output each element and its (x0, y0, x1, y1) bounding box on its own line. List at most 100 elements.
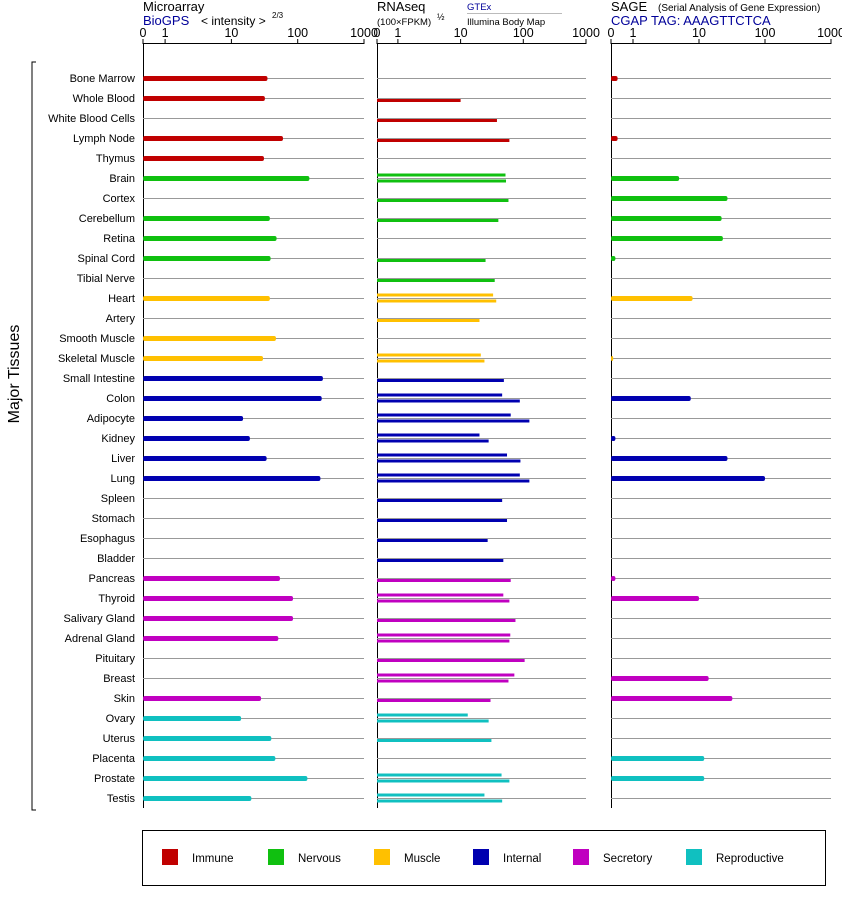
sage-bar (611, 476, 765, 481)
rnaseq-bar (377, 739, 492, 742)
tissue-label: Artery (106, 313, 136, 325)
tissue-bracket (31, 61, 36, 811)
tissue-label: Whole Blood (73, 93, 135, 105)
rnaseq-bar (377, 719, 489, 723)
rnaseq-bar (377, 599, 510, 603)
tissue-label: Spleen (101, 493, 135, 505)
microarray-tick-label: 10 (224, 26, 238, 40)
rnaseq-bar (377, 419, 530, 423)
cgap-tag-link[interactable]: CGAP TAG: AAAGTTCTCA (611, 13, 771, 28)
rnaseq-bar (377, 199, 509, 202)
legend-item-muscle: Muscle (374, 849, 440, 865)
rnaseq-bar (377, 639, 510, 643)
tissue-label: Bone Marrow (70, 73, 135, 85)
rnaseq-bar (377, 453, 508, 457)
sage-bar (611, 696, 733, 701)
rnaseq-bar (377, 413, 511, 417)
rnaseq-tick-label: 0 (374, 26, 381, 40)
rnaseq-bar (377, 433, 480, 437)
legend-label: Reproductive (716, 853, 784, 865)
tissue-label: Kidney (101, 433, 135, 445)
microarray-tick-label: 1 (162, 26, 169, 40)
microarray-bar (143, 176, 310, 181)
rnaseq-bar (377, 139, 510, 142)
sage-bar (611, 756, 705, 761)
rnaseq-scale: (100×FPKM) (377, 17, 431, 28)
illumina-label: Illumina Body Map (467, 17, 545, 28)
microarray-bar (143, 776, 308, 781)
tissue-label: White Blood Cells (48, 113, 135, 125)
rnaseq-bar (377, 219, 499, 222)
microarray-bar (143, 236, 277, 241)
rnaseq-bar (377, 779, 510, 783)
tissue-label: Bladder (97, 553, 135, 565)
rnaseq-bar (377, 393, 503, 397)
sage-bar (611, 176, 680, 181)
rnaseq-bar (377, 279, 495, 282)
rnaseq-tick-label: 10 (454, 26, 468, 40)
microarray-bar (143, 736, 272, 741)
tissue-label: Breast (103, 673, 135, 685)
microarray-bar (143, 416, 244, 421)
rnaseq-bar (377, 699, 491, 702)
sage-bar (611, 296, 693, 301)
microarray-bar (143, 576, 280, 581)
rnaseq-bar (377, 559, 504, 562)
rnaseq-bar (377, 579, 511, 582)
tissue-label: Lymph Node (73, 133, 135, 145)
legend-item-immune: Immune (162, 849, 234, 865)
legend-label: Nervous (298, 853, 341, 865)
tissue-label: Tibial Nerve (77, 273, 135, 285)
tissue-label: Testis (107, 793, 136, 805)
legend-swatch (573, 849, 589, 865)
microarray-bar (143, 456, 267, 461)
rnaseq-bar (377, 473, 520, 477)
legend-swatch (162, 849, 178, 865)
tissue-label: Placenta (92, 753, 136, 765)
rnaseq-bar (377, 793, 485, 797)
microarray-bar (143, 716, 242, 721)
rnaseq-bar (377, 679, 509, 683)
sage-bar (611, 676, 709, 681)
legend-swatch (374, 849, 390, 865)
tissue-label: Adipocyte (87, 413, 135, 425)
rnaseq-exponent: ½ (437, 12, 445, 22)
sage-bar (611, 216, 722, 221)
rnaseq-bar (377, 353, 481, 357)
sage-bar (611, 396, 691, 401)
microarray-bar (143, 76, 268, 81)
tissue-label: Thymus (96, 153, 136, 165)
rnaseq-bar (377, 593, 504, 597)
microarray-bar (143, 596, 294, 601)
microarray-exponent: 2/3 (272, 11, 284, 20)
sage-bar (611, 256, 616, 261)
sage-bar (611, 236, 723, 241)
tissue-label: Cerebellum (79, 213, 135, 225)
microarray-tick-label: 1000 (350, 26, 378, 40)
tissue-label: Small Intestine (63, 373, 135, 385)
rnaseq-bar (377, 399, 520, 403)
sage-bar (611, 196, 728, 201)
rnaseq-bar (377, 459, 521, 463)
microarray-bar (143, 436, 250, 441)
biogps-link[interactable]: BioGPS (143, 13, 190, 28)
rnaseq-bar (377, 293, 494, 297)
gtex-link[interactable]: GTEx (467, 2, 492, 13)
tissue-label: Thyroid (98, 593, 135, 605)
microarray-bar (143, 296, 270, 301)
sage-bar (611, 76, 618, 81)
sage-subtitle: (Serial Analysis of Gene Expression) (658, 3, 820, 14)
tissue-label: Skin (114, 693, 135, 705)
rnaseq-bar (377, 713, 468, 717)
microarray-bar (143, 696, 262, 701)
rnaseq-title: RNAseq (377, 0, 425, 14)
rnaseq-bar (377, 173, 506, 177)
tissue-label: Prostate (94, 773, 135, 785)
sage-tick-label: 1000 (817, 26, 842, 40)
sage-bar (611, 436, 616, 441)
rnaseq-bar (377, 299, 497, 303)
microarray-bar (143, 156, 264, 161)
tissue-label: Pituitary (95, 653, 135, 665)
tissue-label: Cortex (103, 193, 136, 205)
